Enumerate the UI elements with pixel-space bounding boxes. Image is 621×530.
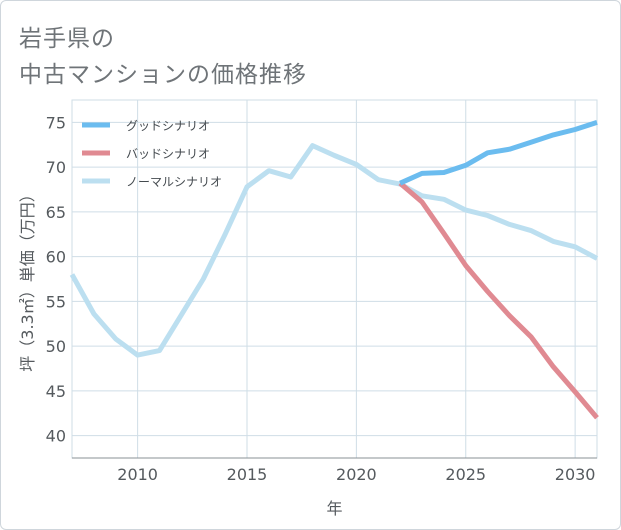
page-title-line2: 中古マンションの価格推移 xyxy=(19,62,307,88)
y-tick-label: 65 xyxy=(46,203,66,222)
legend-label-bad: バッドシナリオ xyxy=(126,147,210,161)
x-tick-label: 2025 xyxy=(445,465,486,484)
x-axis-label: 年 xyxy=(326,499,342,518)
y-tick-label: 40 xyxy=(46,427,66,446)
series-layer xyxy=(69,120,599,420)
legend-label-good: グッドシナリオ xyxy=(126,119,210,133)
y-tick-label: 50 xyxy=(46,337,66,356)
y-tick-label: 60 xyxy=(46,248,66,267)
series-line-normal xyxy=(69,143,599,358)
y-tick-label: 45 xyxy=(46,382,66,401)
axis-layer: 40 45 50 55 60 65 70 75 2010 2015 2020 2025 2030 xyxy=(46,113,597,484)
x-tick-label: 2020 xyxy=(336,465,377,484)
y-axis-label: 坪（3.3㎡）単価（万円） xyxy=(18,186,37,371)
y-tick-label: 75 xyxy=(46,113,66,132)
y-tick-label: 55 xyxy=(46,292,66,311)
series-line-bad xyxy=(398,181,599,420)
x-tick-label: 2010 xyxy=(117,465,158,484)
legend-label-normal: ノーマルシナリオ xyxy=(126,175,222,189)
y-tick-label: 70 xyxy=(46,158,66,177)
page-title-line1: 岩手県の xyxy=(19,26,115,52)
x-tick-label: 2030 xyxy=(555,465,596,484)
x-tick-label: 2015 xyxy=(227,465,268,484)
series-line-good xyxy=(399,120,598,186)
